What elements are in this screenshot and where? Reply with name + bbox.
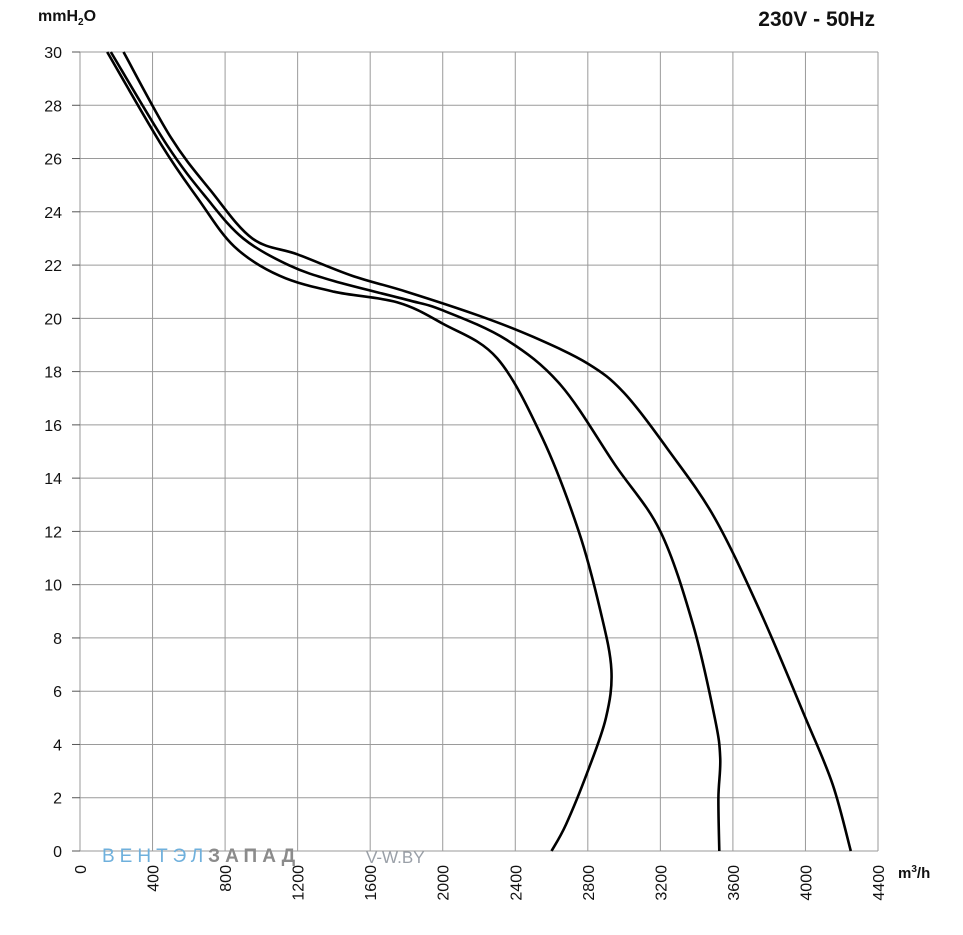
x-tick-label: 400 bbox=[146, 865, 163, 892]
y-tick-label: 4 bbox=[53, 737, 62, 754]
series-curve-high bbox=[122, 51, 853, 852]
x-tick-label: 1600 bbox=[363, 865, 380, 901]
y-tick-label: 14 bbox=[44, 471, 62, 488]
x-tick-label: 4000 bbox=[798, 865, 815, 901]
y-tick-label: 6 bbox=[53, 684, 62, 701]
watermark-brand: ВЕНТЭЛЗАПАД bbox=[102, 846, 300, 868]
y-tick-label: 28 bbox=[44, 98, 62, 115]
x-tick-label: 4400 bbox=[871, 865, 888, 901]
x-tick-label: 3600 bbox=[726, 865, 743, 901]
series-curve-low bbox=[106, 51, 613, 852]
y-tick-label: 10 bbox=[44, 578, 62, 595]
y-tick-label: 24 bbox=[44, 205, 62, 222]
x-tick-label: 1200 bbox=[291, 865, 308, 901]
x-axis-unit-label: m3/h bbox=[898, 864, 931, 882]
y-axis-unit-label: mmH2O bbox=[38, 8, 97, 29]
x-tick-label: 2800 bbox=[581, 865, 598, 901]
y-tick-label: 22 bbox=[44, 258, 62, 275]
chart-title: 230V - 50Hz bbox=[758, 8, 875, 31]
y-tick-label: 0 bbox=[53, 844, 62, 861]
y-tick-label: 26 bbox=[44, 152, 62, 169]
watermark-brand-grey: ЗАПАД bbox=[208, 846, 301, 867]
y-tick-label: 16 bbox=[44, 418, 62, 435]
series-curve-mid bbox=[109, 51, 722, 852]
x-tick-label: 2400 bbox=[508, 865, 525, 901]
x-tick-label: 800 bbox=[218, 865, 235, 892]
x-tick-label: 3200 bbox=[653, 865, 670, 901]
y-tick-label: 2 bbox=[53, 791, 62, 808]
x-tick-label: 2000 bbox=[436, 865, 453, 901]
y-tick-label: 12 bbox=[44, 524, 62, 541]
y-tick-label: 30 bbox=[44, 45, 62, 62]
watermark-site: V-W.BY bbox=[366, 848, 425, 867]
y-tick-label: 18 bbox=[44, 365, 62, 382]
y-tick-label: 20 bbox=[44, 311, 62, 328]
watermark-brand-blue: ВЕНТЭЛ bbox=[102, 846, 209, 867]
x-tick-label: 0 bbox=[73, 865, 90, 874]
y-tick-label: 8 bbox=[53, 631, 62, 648]
